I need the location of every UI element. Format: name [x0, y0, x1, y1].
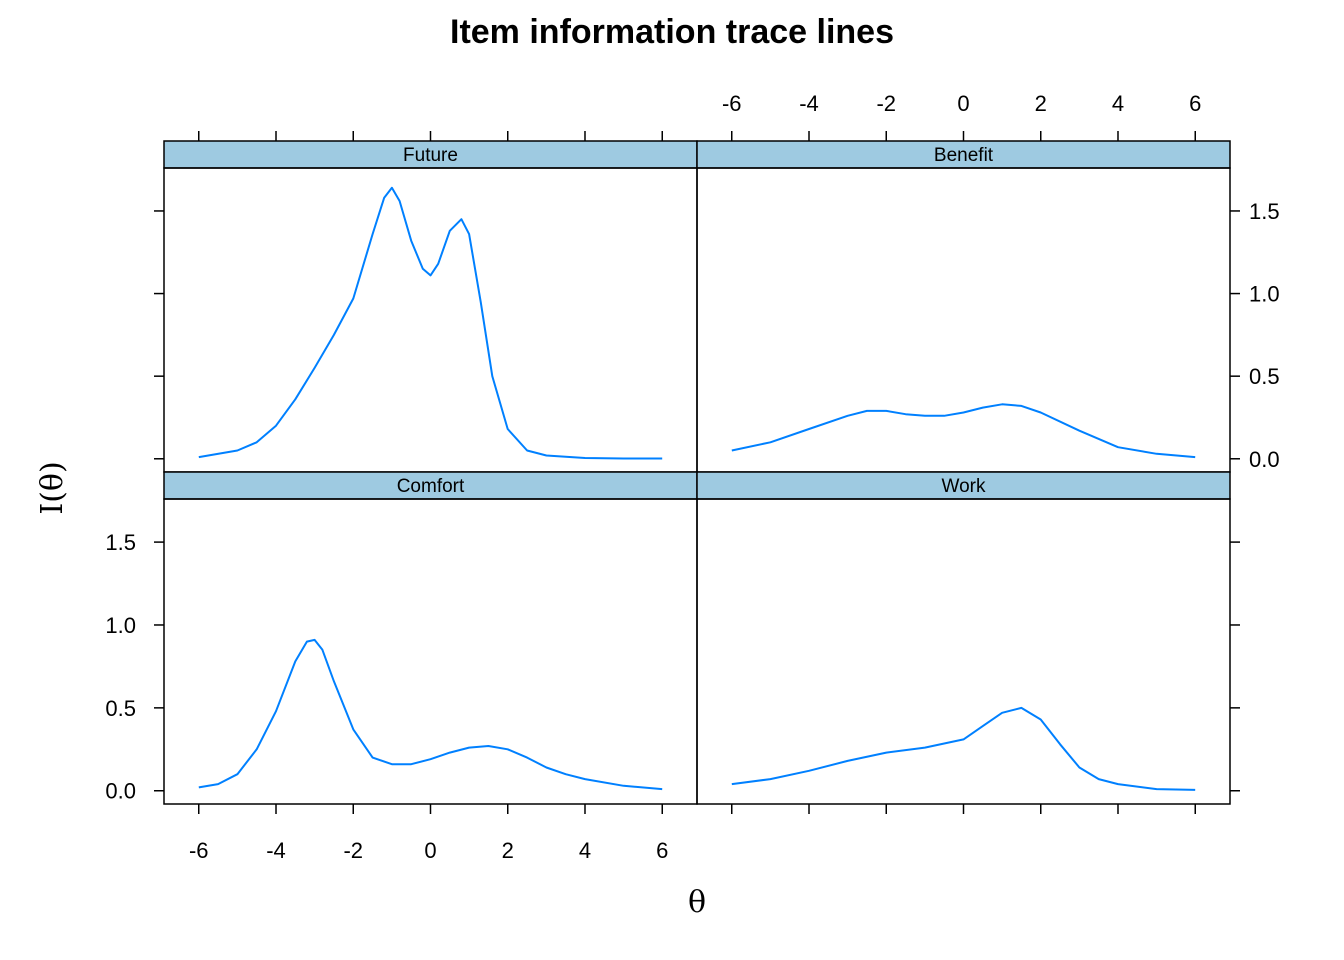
- y-axis-title: I(θ): [35, 461, 70, 514]
- strip-benefit: [696, 140, 1231, 169]
- x-tick-label-top: -2: [876, 91, 896, 116]
- x-tick-label-top: 0: [957, 91, 969, 116]
- x-tick-label-top: -4: [799, 91, 819, 116]
- x-tick-label-bottom: -6: [189, 838, 209, 863]
- trace-line-future: [198, 186, 663, 460]
- strip-future: [163, 140, 698, 169]
- y-tick-label-left: 0.0: [105, 779, 136, 804]
- x-tick-label-bottom: 0: [424, 838, 436, 863]
- strip-label-comfort: Comfort: [397, 476, 465, 497]
- x-tick-label-bottom: 6: [656, 838, 668, 863]
- strip-label-future: Future: [403, 145, 458, 166]
- y-tick-label-right: 0.0: [1249, 447, 1280, 472]
- strip-label-work: Work: [942, 476, 986, 497]
- x-tick-label-top: -6: [722, 91, 742, 116]
- x-tick-label-bottom: 2: [502, 838, 514, 863]
- x-tick-label-top: 4: [1112, 91, 1124, 116]
- x-tick-label-top: 2: [1035, 91, 1047, 116]
- x-axis-title: θ: [688, 885, 706, 920]
- trace-line-benefit: [731, 403, 1196, 459]
- strip-work: [696, 471, 1231, 500]
- strip-label-benefit: Benefit: [934, 145, 994, 166]
- panel-frame-benefit: [696, 167, 1231, 473]
- x-tick-label-bottom: -4: [266, 838, 286, 863]
- y-tick-label-right: 1.0: [1249, 282, 1280, 307]
- x-tick-label-bottom: 4: [579, 838, 591, 863]
- trace-line-comfort: [198, 638, 663, 791]
- y-tick-label-left: 0.5: [105, 696, 136, 721]
- chart-marks: Future Benefit Comfort Work -6 -6 -4 -4 -2 -2 0 0 2 2…: [105, 91, 1279, 863]
- x-tick-label-top: 6: [1189, 91, 1201, 116]
- y-tick-label-right: 1.5: [1249, 199, 1280, 224]
- trace-line-work: [731, 706, 1196, 791]
- y-tick-label-left: 1.0: [105, 613, 136, 638]
- x-tick-label-bottom: -2: [343, 838, 363, 863]
- panel-frame-work: [696, 498, 1231, 805]
- y-tick-label-right: 0.5: [1249, 364, 1280, 389]
- panel-frame-future: [163, 167, 698, 473]
- chart-title: Item information trace lines: [450, 13, 894, 51]
- y-tick-label-left: 1.5: [105, 530, 136, 555]
